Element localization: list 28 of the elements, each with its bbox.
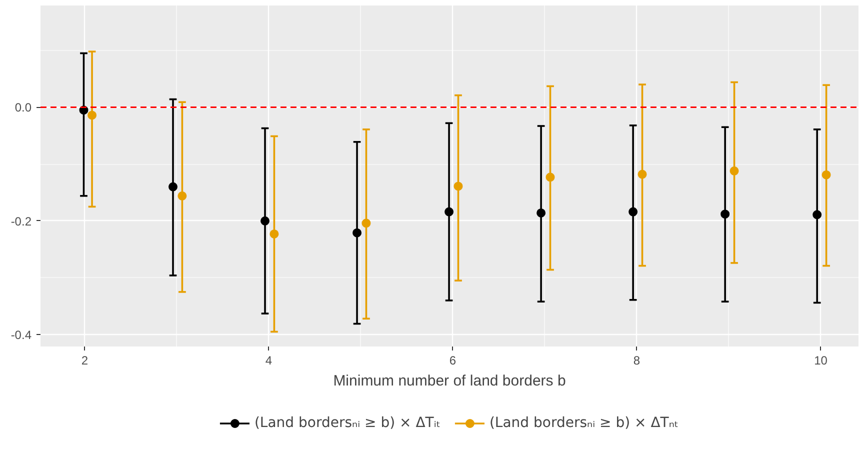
point	[444, 207, 454, 216]
y-tick-label: -0.4	[10, 328, 32, 342]
point	[822, 170, 831, 180]
x-tick-label: 6	[449, 354, 456, 368]
legend-label: (Land bordersₙᵢ ≥ b) × ΔTₙₜ	[489, 415, 679, 431]
point	[812, 210, 822, 220]
point	[362, 218, 371, 228]
legend-label: (Land bordersₙᵢ ≥ b) × ΔTᵢₜ	[254, 415, 440, 431]
x-tick-label: 4	[265, 354, 272, 368]
point	[454, 182, 463, 191]
point	[352, 228, 362, 238]
point	[628, 207, 638, 216]
y-tick-label: -0.2	[10, 214, 32, 228]
point	[546, 172, 555, 182]
point	[638, 170, 647, 179]
point	[536, 208, 546, 218]
point	[720, 210, 730, 219]
x-axis-title: Minimum number of land borders b	[333, 372, 566, 390]
x-tick-label: 10	[814, 354, 828, 368]
x-tick-label: 2	[81, 354, 88, 368]
y-tick-label: 0.0	[14, 100, 32, 115]
point	[178, 191, 187, 200]
point	[260, 216, 270, 226]
point	[168, 182, 178, 192]
x-tick-label: 8	[633, 354, 640, 368]
point	[88, 110, 97, 120]
point	[730, 166, 739, 176]
point	[270, 229, 279, 238]
